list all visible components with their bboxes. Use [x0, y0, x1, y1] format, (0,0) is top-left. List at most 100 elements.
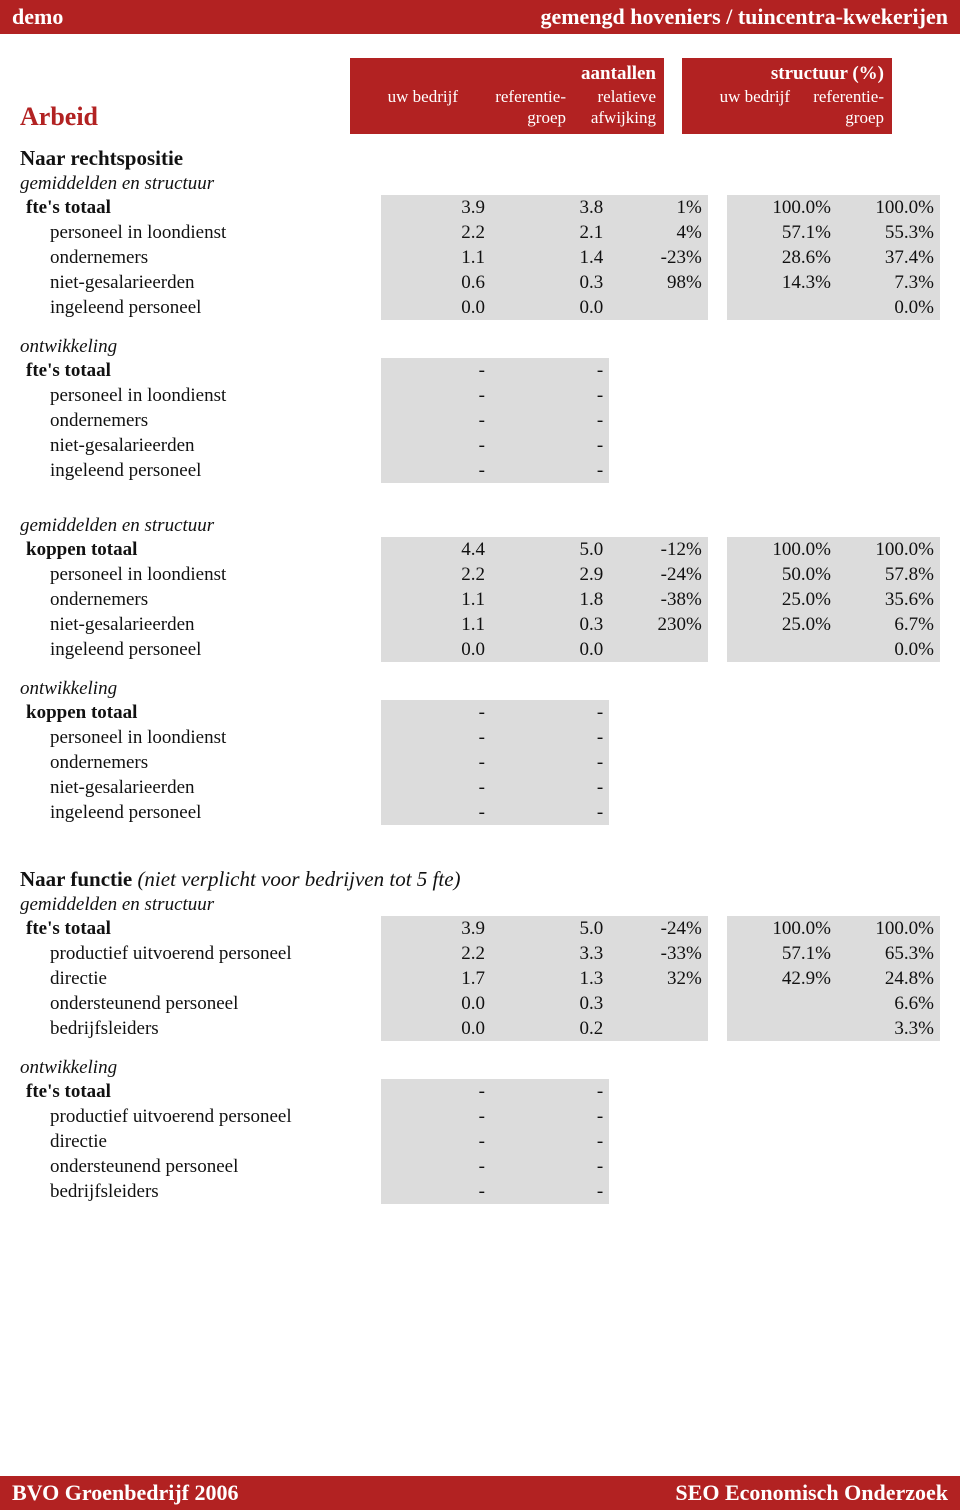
cell: - — [491, 1129, 609, 1154]
table-row: ondernemers1.11.4-23%28.6%37.4% — [20, 245, 940, 270]
row-label: fte's totaal — [20, 1079, 381, 1104]
table-row: directie-- — [20, 1129, 940, 1154]
cell: 1% — [609, 195, 708, 220]
row-label: fte's totaal — [20, 195, 381, 220]
section-sub-gem3: gemiddelden en structuur — [20, 894, 940, 916]
cell: -38% — [609, 587, 708, 612]
cell: 3.3 — [491, 941, 609, 966]
cell: 1.1 — [381, 587, 491, 612]
table-s3dev: fte's totaal--productief uitvoerend pers… — [20, 1079, 940, 1204]
cell: - — [381, 1079, 491, 1104]
cell: - — [491, 358, 609, 383]
table-row: personeel in loondienst2.22.9-24%50.0%57… — [20, 562, 940, 587]
cell: 35.6% — [837, 587, 940, 612]
table-s2dev: koppen totaal--personeel in loondienst--… — [20, 700, 940, 825]
table-row: ingeleend personeel0.00.00.0% — [20, 637, 940, 662]
cell: 6.6% — [837, 991, 940, 1016]
cell: 50.0% — [727, 562, 837, 587]
table-row: ondernemers1.11.8-38%25.0%35.6% — [20, 587, 940, 612]
table-row: koppen totaal4.45.0-12%100.0%100.0% — [20, 537, 940, 562]
table-row: koppen totaal-- — [20, 700, 940, 725]
cell: - — [491, 1154, 609, 1179]
section-sub-ontw3: ontwikkeling — [20, 1057, 940, 1079]
row-label: bedrijfsleiders — [20, 1016, 381, 1041]
cell: - — [491, 700, 609, 725]
cell: 24.8% — [837, 966, 940, 991]
cell: 1.7 — [381, 966, 491, 991]
table-row: personeel in loondienst-- — [20, 725, 940, 750]
cell: -23% — [609, 245, 708, 270]
table-row: fte's totaal3.95.0-24%100.0%100.0% — [20, 916, 940, 941]
table-row: ingeleend personeel0.00.00.0% — [20, 295, 940, 320]
cell: - — [381, 750, 491, 775]
cell: 100.0% — [837, 195, 940, 220]
cell: 37.4% — [837, 245, 940, 270]
cell: 25.0% — [727, 612, 837, 637]
cell: 3.8 — [491, 195, 609, 220]
header-structuur-title: structuur (%) — [690, 62, 884, 86]
cell — [727, 637, 837, 662]
cell: - — [381, 458, 491, 483]
cell: 0.0% — [837, 295, 940, 320]
cell: 100.0% — [727, 195, 837, 220]
top-bar: demo gemengd hoveniers / tuincentra-kwek… — [0, 0, 960, 34]
topbar-left: demo — [12, 4, 63, 30]
cell: 2.2 — [381, 941, 491, 966]
row-label: ingeleend personeel — [20, 295, 381, 320]
row-label: directie — [20, 1129, 381, 1154]
header-col-refgroep: referentie- groep — [458, 86, 566, 129]
cell: - — [491, 383, 609, 408]
cell: - — [381, 1104, 491, 1129]
cell: -24% — [609, 562, 708, 587]
cell: 0.0 — [381, 637, 491, 662]
table-s2: koppen totaal4.45.0-12%100.0%100.0%perso… — [20, 537, 940, 662]
cell: -12% — [609, 537, 708, 562]
cell: 65.3% — [837, 941, 940, 966]
table-row: ingeleend personeel-- — [20, 458, 940, 483]
section-sub-gem2: gemiddelden en structuur — [20, 515, 940, 537]
cell: 100.0% — [837, 916, 940, 941]
table-row: fte's totaal3.93.81%100.0%100.0% — [20, 195, 940, 220]
section-naar-rechtspositie: Naar rechtspositie — [20, 146, 940, 171]
table-row: ondersteunend personeel0.00.36.6% — [20, 991, 940, 1016]
cell: - — [491, 1104, 609, 1129]
table-row: productief uitvoerend personeel-- — [20, 1104, 940, 1129]
cell: 1.1 — [381, 245, 491, 270]
table-row: personeel in loondienst-- — [20, 383, 940, 408]
cell — [609, 1016, 708, 1041]
topbar-right: gemengd hoveniers / tuincentra-kwekerije… — [540, 4, 948, 30]
row-label: ingeleend personeel — [20, 637, 381, 662]
row-label: niet-gesalarieerden — [20, 775, 381, 800]
section-sub-gem: gemiddelden en structuur — [20, 173, 940, 195]
cell: 100.0% — [727, 537, 837, 562]
header-col-uwbedrijf: uw bedrijf — [358, 86, 458, 129]
cell: 0.0 — [491, 295, 609, 320]
cell: 57.1% — [727, 941, 837, 966]
row-label: ingeleend personeel — [20, 800, 381, 825]
row-label: personeel in loondienst — [20, 725, 381, 750]
table-s3: fte's totaal3.95.0-24%100.0%100.0%produc… — [20, 916, 940, 1041]
table-row: bedrijfsleiders-- — [20, 1179, 940, 1204]
cell: 98% — [609, 270, 708, 295]
cell: 5.0 — [491, 916, 609, 941]
table-row: ingeleend personeel-- — [20, 800, 940, 825]
table-row: fte's totaal-- — [20, 358, 940, 383]
table-row: niet-gesalarieerden0.60.398%14.3%7.3% — [20, 270, 940, 295]
cell: 0.0 — [381, 991, 491, 1016]
cell: 4.4 — [381, 537, 491, 562]
cell: 1.8 — [491, 587, 609, 612]
table-s1: fte's totaal3.93.81%100.0%100.0%personee… — [20, 195, 940, 320]
header-col-uwbedrijf2: uw bedrijf — [690, 86, 790, 129]
row-label: niet-gesalarieerden — [20, 612, 381, 637]
row-label: niet-gesalarieerden — [20, 433, 381, 458]
table-row: ondernemers-- — [20, 408, 940, 433]
cell: 0.0 — [381, 1016, 491, 1041]
cell: 100.0% — [837, 537, 940, 562]
cell: 0.3 — [491, 612, 609, 637]
row-label: productief uitvoerend personeel — [20, 941, 381, 966]
cell: 57.1% — [727, 220, 837, 245]
table-row: niet-gesalarieerden-- — [20, 775, 940, 800]
content: Arbeid aantallen uw bedrijf referentie- … — [0, 34, 960, 1264]
cell: 6.7% — [837, 612, 940, 637]
row-label: directie — [20, 966, 381, 991]
